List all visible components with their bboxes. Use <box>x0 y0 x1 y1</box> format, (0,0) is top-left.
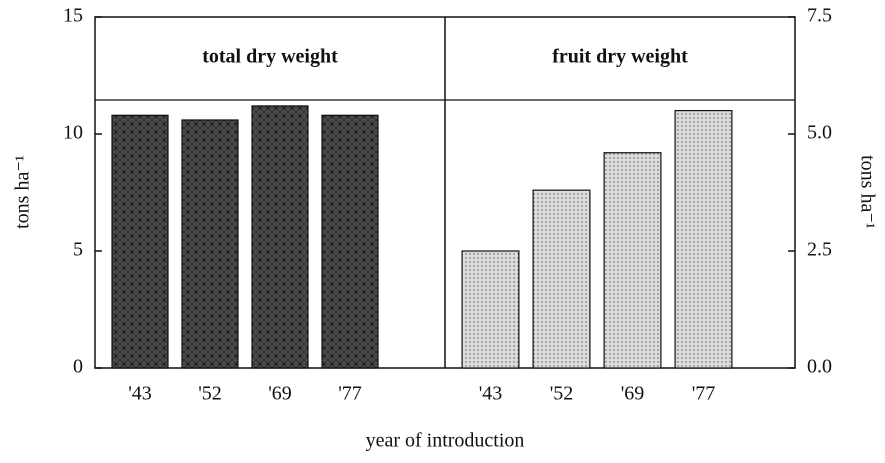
bar <box>111 114 169 369</box>
x-tick-label: '77 <box>338 383 362 405</box>
y2-tick-label: 7.5 <box>807 5 832 27</box>
y2-tick-label: 5.0 <box>807 122 832 144</box>
x-tick-label: '43 <box>479 383 503 405</box>
x-tick-label: '69 <box>268 383 292 405</box>
bar <box>321 114 379 369</box>
x-tick-label: '77 <box>692 383 716 405</box>
x-tick-label: '43 <box>128 383 152 405</box>
y2-axis-label: tons ha⁻¹ <box>856 155 878 229</box>
x-tick-label: '52 <box>550 383 574 405</box>
x-tick-label: '69 <box>621 383 645 405</box>
bar <box>532 189 591 369</box>
y-tick-label: 15 <box>63 5 83 27</box>
bar <box>603 152 662 369</box>
bar <box>181 119 239 369</box>
bar <box>461 250 520 369</box>
y2-tick-label: 2.5 <box>807 239 832 261</box>
bar <box>674 109 733 369</box>
bar <box>251 105 309 369</box>
x-axis-label: year of introduction <box>366 430 525 452</box>
y-tick-label: 10 <box>63 122 83 144</box>
x-tick-label: '52 <box>198 383 222 405</box>
y-tick-label: 0 <box>73 356 83 378</box>
panel-title: fruit dry weight <box>552 46 688 68</box>
y-tick-label: 5 <box>73 239 83 261</box>
panel-title: total dry weight <box>202 46 338 68</box>
y-axis-label: tons ha⁻¹ <box>12 155 34 229</box>
y2-tick-label: 0.0 <box>807 356 832 378</box>
